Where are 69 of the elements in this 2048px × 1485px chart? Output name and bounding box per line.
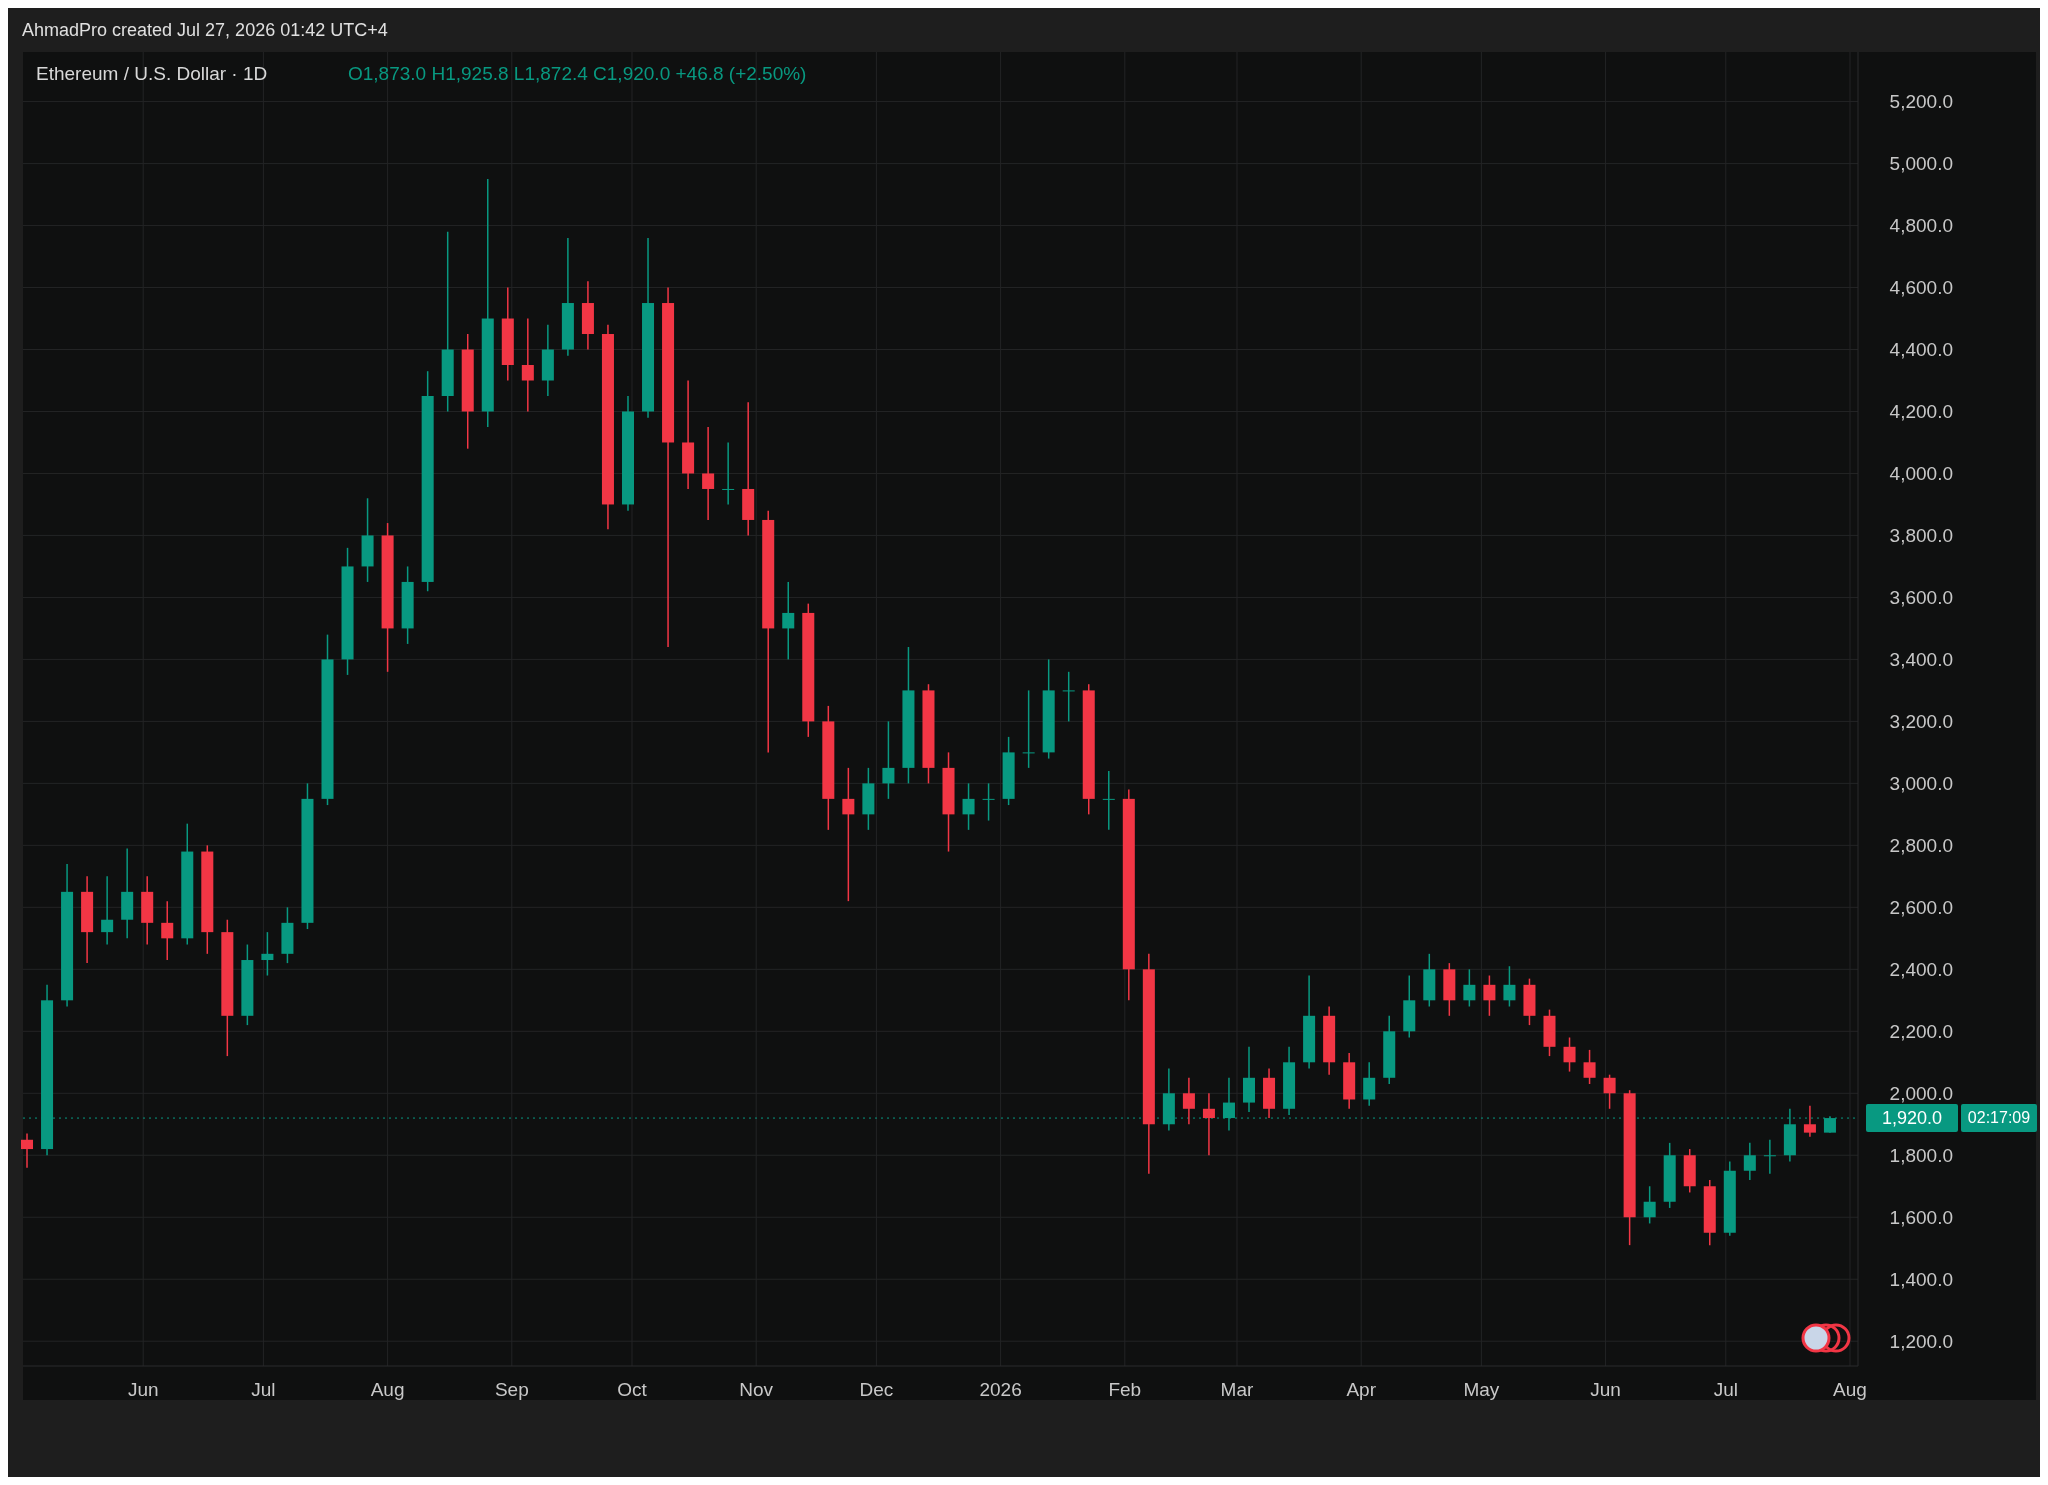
y-tick-label: 3,800.0 bbox=[1889, 525, 1953, 547]
candlestick bbox=[1583, 1049, 1596, 1085]
x-tick-label: Aug bbox=[370, 1379, 405, 1400]
candlestick bbox=[702, 426, 715, 521]
text: AhmadPro created Jul 27, 2026 01:42 UTC+4 bbox=[22, 20, 388, 40]
candlestick bbox=[1803, 1104, 1816, 1138]
candlestick bbox=[1483, 974, 1496, 1017]
y-tick-label: 2,600.0 bbox=[1889, 896, 1953, 918]
y-tick-label: 3,600.0 bbox=[1889, 587, 1953, 609]
x-tick-label: Sep bbox=[494, 1379, 529, 1400]
y-tick-label: 2,200.0 bbox=[1889, 1020, 1953, 1042]
y-tick-label: 4,000.0 bbox=[1889, 463, 1953, 485]
candlestick bbox=[1463, 968, 1476, 1008]
x-tick-label: Jul bbox=[251, 1379, 276, 1400]
y-tick-label: 4,400.0 bbox=[1889, 339, 1953, 361]
x-tick-label: Nov bbox=[739, 1379, 774, 1400]
ref-line-label: 1,920.0 bbox=[1881, 1108, 1943, 1129]
candlestick bbox=[1643, 1185, 1656, 1225]
y-tick-label: 1,800.0 bbox=[1889, 1144, 1953, 1166]
candlestick bbox=[1182, 1077, 1195, 1126]
x-tick-label: Jun bbox=[127, 1379, 159, 1400]
candlestick bbox=[21, 1132, 34, 1169]
candlestick bbox=[1743, 1142, 1756, 1181]
y-tick-label: 1,400.0 bbox=[1889, 1268, 1953, 1290]
candlestick bbox=[782, 581, 795, 661]
y-tick-label: 1,600.0 bbox=[1889, 1206, 1953, 1228]
y-tick-label: 1,200.0 bbox=[1889, 1330, 1953, 1352]
candlestick bbox=[982, 782, 995, 822]
candlestick bbox=[1022, 689, 1035, 769]
candlestick bbox=[1503, 965, 1516, 1008]
text: Ethereum / U.S. Dollar · 1D bbox=[36, 63, 268, 84]
y-tick-label: 3,000.0 bbox=[1889, 773, 1953, 795]
x-tick-label: Oct bbox=[617, 1379, 648, 1400]
y-tick-label: 3,400.0 bbox=[1889, 649, 1953, 671]
candlestick bbox=[722, 441, 735, 506]
x-tick-label: Apr bbox=[1346, 1379, 1377, 1400]
candlestick bbox=[261, 931, 274, 977]
candlestick bbox=[1363, 1061, 1376, 1107]
x-tick-label: Aug bbox=[1833, 1379, 1867, 1400]
candlestick bbox=[962, 782, 975, 831]
y-tick-label: 4,800.0 bbox=[1889, 215, 1953, 237]
x-tick-label: 2026 bbox=[979, 1379, 1022, 1400]
candlestick bbox=[1603, 1073, 1616, 1110]
x-tick-label: Dec bbox=[859, 1379, 894, 1400]
x-tick-label: Jul bbox=[1713, 1379, 1738, 1400]
text: O1,873.0 H1,925.8 L1,872.4 C1,920.0 +46.8 (+2.50%) bbox=[348, 63, 807, 84]
x-tick-label: Mar bbox=[1220, 1379, 1255, 1400]
candlestick bbox=[161, 900, 174, 961]
y-tick-label: 3,200.0 bbox=[1889, 711, 1953, 733]
candlestick bbox=[101, 875, 114, 946]
candlestick bbox=[842, 767, 855, 902]
candlestick bbox=[1563, 1036, 1576, 1073]
y-tick-label: 4,200.0 bbox=[1889, 401, 1953, 423]
candlestick bbox=[1202, 1092, 1215, 1157]
y-tick-label: 5,000.0 bbox=[1889, 153, 1953, 175]
candlestick bbox=[882, 720, 895, 800]
y-tick-label: 2,000.0 bbox=[1889, 1082, 1953, 1104]
x-tick-label: Jun bbox=[1590, 1379, 1621, 1400]
x-tick-label: Feb bbox=[1108, 1379, 1142, 1400]
x-tick-label: May bbox=[1463, 1379, 1500, 1400]
y-tick-label: 4,600.0 bbox=[1889, 277, 1953, 299]
candlestick bbox=[1763, 1139, 1776, 1175]
y-tick-label: 2,400.0 bbox=[1889, 958, 1953, 980]
candlestick bbox=[521, 317, 534, 413]
candlestick bbox=[1062, 671, 1075, 723]
y-tick-label: 5,200.0 bbox=[1889, 91, 1953, 113]
y-tick-label: 2,800.0 bbox=[1889, 835, 1953, 857]
text: 02:17:09 bbox=[1967, 1109, 2031, 1127]
candlestick bbox=[1102, 770, 1115, 831]
